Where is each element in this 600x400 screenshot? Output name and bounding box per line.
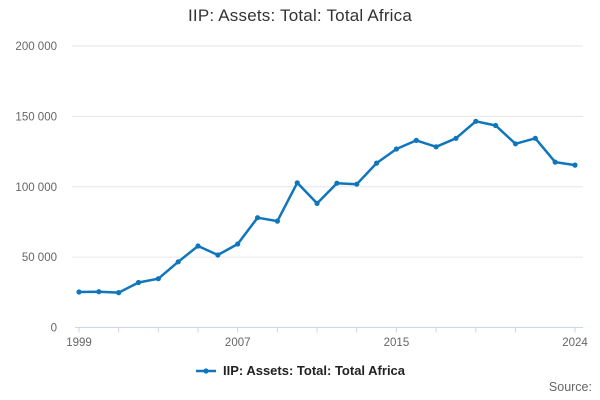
data-point[interactable]: [473, 118, 479, 124]
legend: IIP: Assets: Total: Total Africa: [0, 363, 600, 378]
data-point[interactable]: [572, 162, 578, 168]
data-point[interactable]: [254, 215, 261, 221]
chart-title: IIP: Assets: Total: Total Africa: [187, 6, 413, 25]
y-axis-tick-label: 150 000: [15, 111, 57, 123]
source-note: Source:: [548, 380, 592, 394]
data-point[interactable]: [235, 241, 241, 247]
y-axis-tick-label: 200 000: [15, 41, 57, 53]
y-axis-tick-label: 50 000: [22, 252, 57, 264]
legend-item-label: IIP: Assets: Total: Total Africa: [222, 363, 406, 378]
data-point[interactable]: [493, 122, 499, 129]
data-point[interactable]: [155, 276, 161, 282]
data-point[interactable]: [413, 137, 419, 143]
data-point[interactable]: [135, 279, 142, 286]
x-axis-tick-label: 2007: [225, 337, 251, 349]
data-point[interactable]: [274, 218, 280, 224]
data-point[interactable]: [532, 135, 538, 141]
data-point[interactable]: [175, 259, 181, 265]
data-point[interactable]: [552, 159, 558, 165]
data-point[interactable]: [433, 144, 439, 150]
data-point[interactable]: [314, 200, 320, 206]
data-point[interactable]: [354, 181, 360, 187]
x-axis-tick-label: 2015: [384, 337, 410, 349]
x-axis-tick-label: 2024: [562, 337, 588, 349]
data-point[interactable]: [116, 290, 122, 296]
data-point[interactable]: [334, 180, 340, 186]
legend-line-marker-icon: [195, 367, 216, 374]
data-point[interactable]: [215, 252, 221, 258]
legend-item[interactable]: IIP: Assets: Total: Total Africa: [195, 363, 405, 378]
data-point[interactable]: [294, 180, 300, 186]
y-axis-tick-label: 0: [51, 323, 57, 335]
data-point[interactable]: [76, 289, 82, 295]
data-point[interactable]: [393, 146, 400, 152]
data-point[interactable]: [453, 135, 459, 141]
y-axis-tick-label: 100 000: [15, 182, 57, 194]
data-point[interactable]: [374, 160, 380, 166]
x-axis-tick-label: 1999: [66, 337, 92, 349]
data-point[interactable]: [96, 289, 102, 295]
series-line: [77, 120, 577, 294]
data-point[interactable]: [512, 141, 519, 147]
data-point[interactable]: [195, 243, 201, 249]
